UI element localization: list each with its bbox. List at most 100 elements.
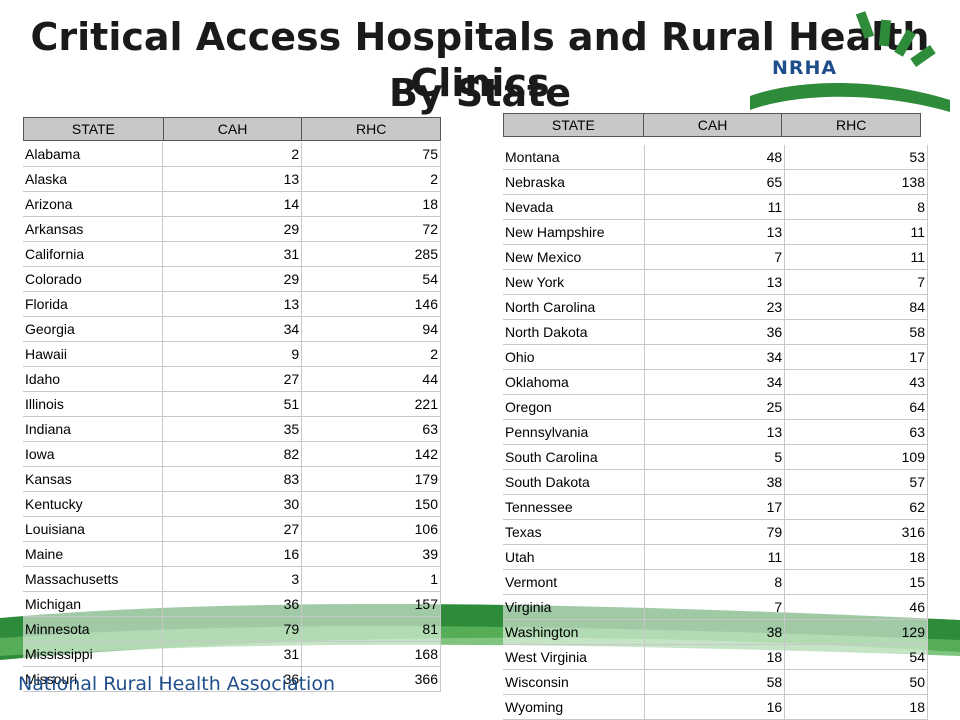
rhc-cell: 72	[301, 216, 441, 242]
table-row: Georgia 34 94	[23, 316, 441, 342]
rhc-cell: 106	[301, 516, 441, 542]
column-header-state: STATE	[503, 113, 644, 137]
cah-cell: 23	[644, 294, 786, 320]
rhc-cell: 53	[784, 145, 928, 170]
table-row: Florida 13 146	[23, 291, 441, 317]
cah-cell: 16	[162, 541, 303, 567]
nrha-logo	[750, 11, 950, 112]
rhc-cell: 157	[301, 591, 441, 617]
cah-cell: 58	[644, 669, 786, 695]
cah-cell: 13	[644, 419, 786, 445]
table-row: Alabama 2 75	[23, 142, 441, 167]
rhc-cell: 1	[301, 566, 441, 592]
cah-cell: 36	[162, 666, 303, 692]
cah-cell: 3	[162, 566, 303, 592]
table-row: Oregon 25 64	[503, 394, 928, 420]
table-row: Alaska 13 2	[23, 166, 441, 192]
table-row: South Dakota 38 57	[503, 469, 928, 495]
rhc-cell: 142	[301, 441, 441, 467]
cah-cell: 27	[162, 366, 303, 392]
table-row: Ohio 34 17	[503, 344, 928, 370]
state-cell: Idaho	[23, 366, 164, 392]
table-row: Hawaii 9 2	[23, 341, 441, 367]
left-state-table: Alabama 2 75 Alaska 13 2 Arizona 14 18 Arkansas 29…	[23, 142, 441, 692]
table-row: New Hampshire 13 11	[503, 219, 928, 245]
rhc-cell: 366	[301, 666, 441, 692]
cah-cell: 29	[162, 266, 303, 292]
rhc-cell: 2	[301, 341, 441, 367]
cah-cell: 82	[162, 441, 303, 467]
rhc-cell: 46	[784, 594, 928, 620]
rhc-cell: 17	[784, 344, 928, 370]
cah-cell: 13	[644, 219, 786, 245]
state-cell: Utah	[503, 544, 646, 570]
rhc-cell: 75	[301, 142, 441, 167]
state-cell: Georgia	[23, 316, 164, 342]
table-row: Pennsylvania 13 63	[503, 419, 928, 445]
cah-cell: 34	[644, 369, 786, 395]
state-cell: Kentucky	[23, 491, 164, 517]
table-row: Nevada 11 8	[503, 194, 928, 220]
state-cell: Texas	[503, 519, 646, 545]
state-cell: Arizona	[23, 191, 164, 217]
table-row: Illinois 51 221	[23, 391, 441, 417]
rhc-cell: 50	[784, 669, 928, 695]
state-cell: Kansas	[23, 466, 164, 492]
cah-cell: 38	[644, 469, 786, 495]
state-cell: Oregon	[503, 394, 646, 420]
table-row: North Carolina 23 84	[503, 294, 928, 320]
state-cell: North Dakota	[503, 319, 646, 345]
state-cell: New Mexico	[503, 244, 646, 270]
table-row: Michigan 36 157	[23, 591, 441, 617]
state-cell: Missouri	[23, 666, 164, 692]
rhc-cell: 81	[301, 616, 441, 642]
cah-cell: 38	[644, 619, 786, 645]
rhc-cell: 221	[301, 391, 441, 417]
table-row: Montana 48 53	[503, 145, 928, 170]
cah-cell: 11	[644, 194, 786, 220]
table-row: Iowa 82 142	[23, 441, 441, 467]
table-row: New York 13 7	[503, 269, 928, 295]
table-row: Kansas 83 179	[23, 466, 441, 492]
cah-cell: 8	[644, 569, 786, 595]
state-cell: Wyoming	[503, 694, 646, 720]
rhc-cell: 15	[784, 569, 928, 595]
cah-cell: 2	[162, 142, 303, 167]
cah-cell: 65	[644, 169, 786, 195]
cah-cell: 13	[162, 291, 303, 317]
rhc-cell: 62	[784, 494, 928, 520]
state-cell: Alaska	[23, 166, 164, 192]
state-cell: Washington	[503, 619, 646, 645]
table-row: Washington 38 129	[503, 619, 928, 645]
state-cell: Minnesota	[23, 616, 164, 642]
table-row: Arkansas 29 72	[23, 216, 441, 242]
rhc-cell: 150	[301, 491, 441, 517]
cah-cell: 27	[162, 516, 303, 542]
rhc-cell: 54	[301, 266, 441, 292]
state-cell: Michigan	[23, 591, 164, 617]
state-cell: Mississippi	[23, 641, 164, 667]
cah-cell: 7	[644, 594, 786, 620]
cah-cell: 79	[644, 519, 786, 545]
rhc-cell: 18	[301, 191, 441, 217]
state-cell: Pennsylvania	[503, 419, 646, 445]
table-row: Vermont 8 15	[503, 569, 928, 595]
state-cell: Virginia	[503, 594, 646, 620]
table-row: Tennessee 17 62	[503, 494, 928, 520]
cah-cell: 35	[162, 416, 303, 442]
state-cell: Indiana	[23, 416, 164, 442]
state-cell: Massachusetts	[23, 566, 164, 592]
rhc-cell: 43	[784, 369, 928, 395]
cah-cell: 36	[644, 319, 786, 345]
cah-cell: 7	[644, 244, 786, 270]
state-cell: Hawaii	[23, 341, 164, 367]
table-row: Arizona 14 18	[23, 191, 441, 217]
rhc-cell: 18	[784, 544, 928, 570]
table-row: Massachusetts 3 1	[23, 566, 441, 592]
cah-cell: 16	[644, 694, 786, 720]
state-cell: Florida	[23, 291, 164, 317]
state-cell: Colorado	[23, 266, 164, 292]
table-row: Mississippi 31 168	[23, 641, 441, 667]
rhc-cell: 179	[301, 466, 441, 492]
state-cell: Wisconsin	[503, 669, 646, 695]
